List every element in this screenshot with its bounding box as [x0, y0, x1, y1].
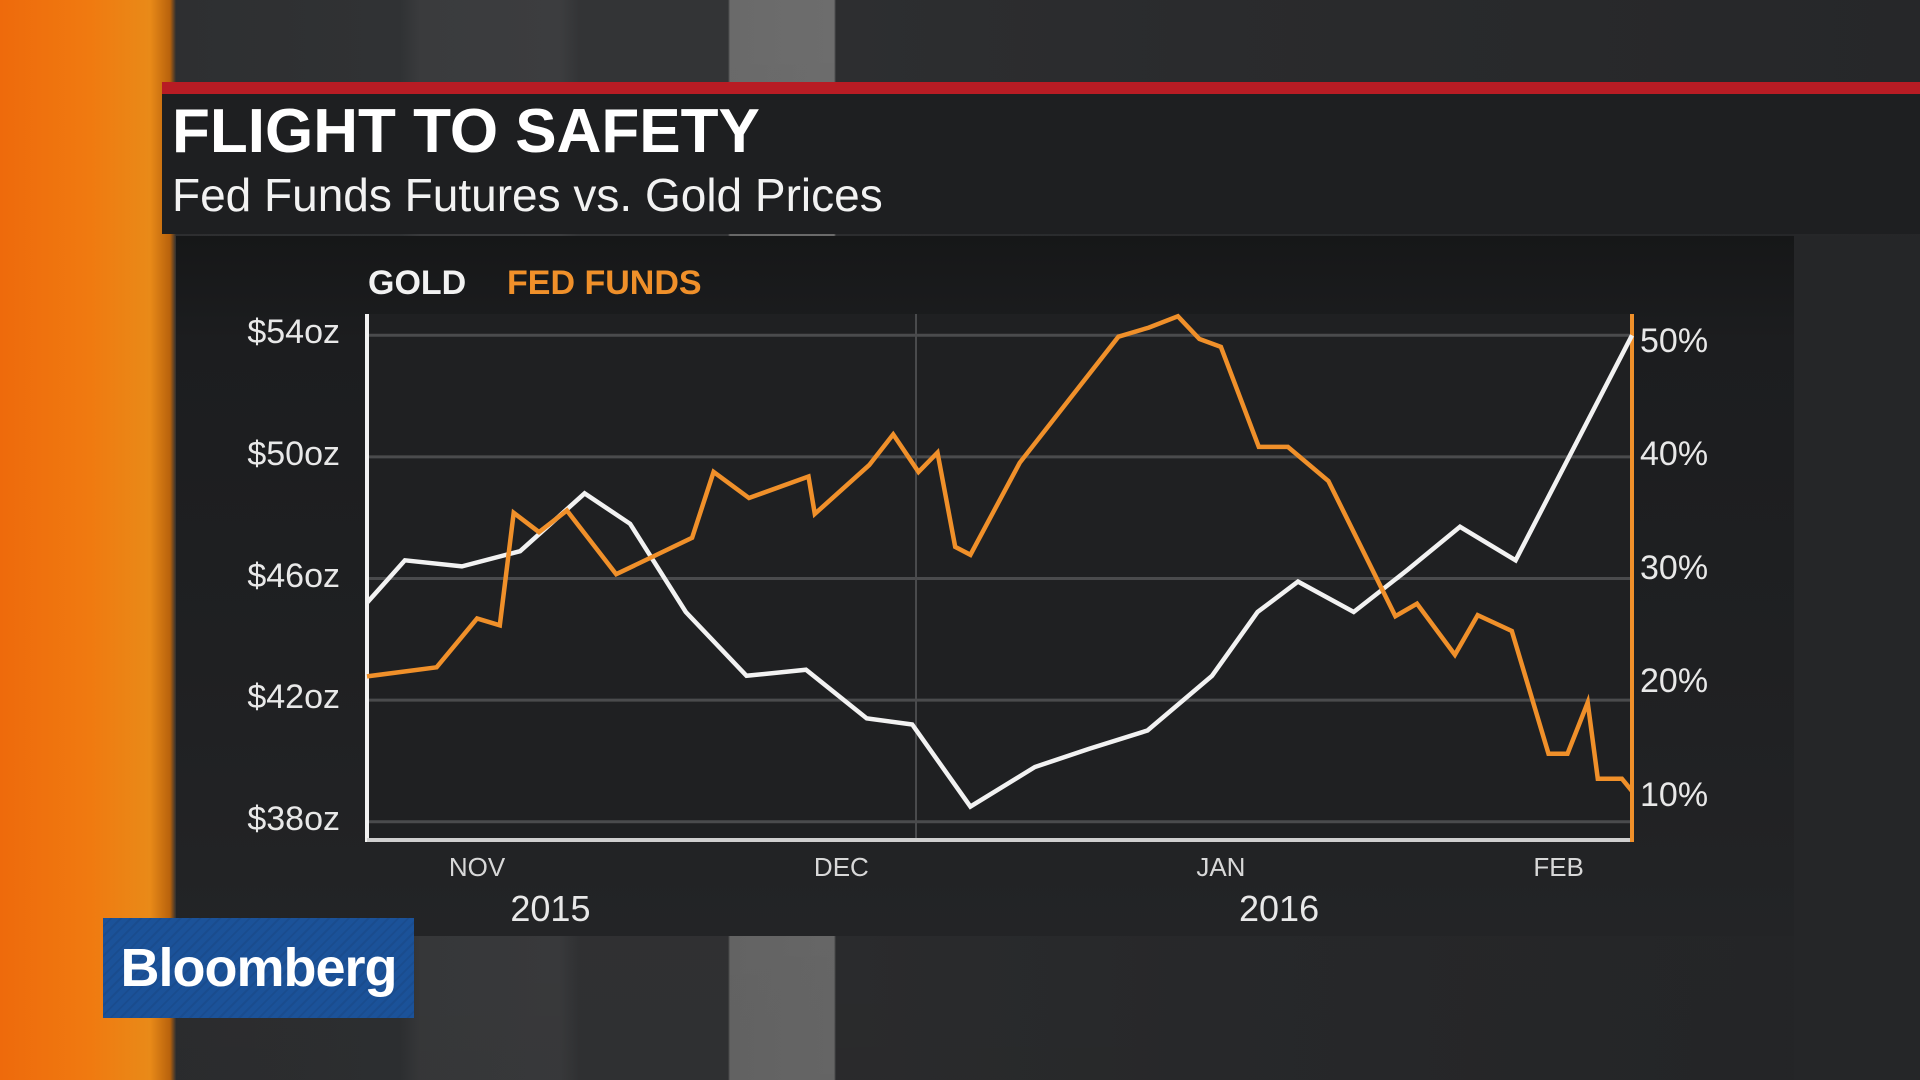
plot-area [367, 314, 1632, 840]
x-tick-label: JAN [1196, 852, 1246, 882]
y-right-tick-label: 40% [1640, 435, 1709, 474]
x-tick-label: NOV [448, 852, 506, 882]
title-panel [162, 94, 1920, 234]
y-left-tick-label: $38oz [247, 799, 340, 838]
x-tick-label: FEB [1533, 852, 1584, 882]
chart-subtitle: Fed Funds Futures vs. Gold Prices [172, 169, 883, 221]
bloomberg-logo-text: Bloomberg [120, 938, 397, 998]
y-right-tick-label: 30% [1640, 548, 1709, 587]
y-right-tick-label: 10% [1640, 775, 1709, 814]
header-accent-bar [162, 82, 1920, 94]
legend-fed-funds: FED FUNDS [507, 264, 702, 302]
y-left-tick-label: $42oz [247, 678, 340, 717]
y-left-tick-label: $54oz [247, 313, 340, 352]
x-tick-label: DEC [813, 852, 869, 882]
chart-title: FLIGHT TO SAFETY [172, 97, 760, 166]
y-left-tick-label: $46oz [247, 556, 340, 595]
x-year-label: 2016 [1239, 888, 1320, 929]
legend-gold: GOLD [368, 264, 467, 302]
y-right-tick-label: 50% [1640, 321, 1709, 360]
y-right-tick-label: 20% [1640, 662, 1709, 701]
right-background-panel [1794, 236, 1920, 1080]
x-year-label: 2015 [510, 888, 591, 929]
y-left-tick-label: $50oz [247, 434, 340, 473]
bloomberg-logo: Bloomberg [103, 918, 414, 1018]
